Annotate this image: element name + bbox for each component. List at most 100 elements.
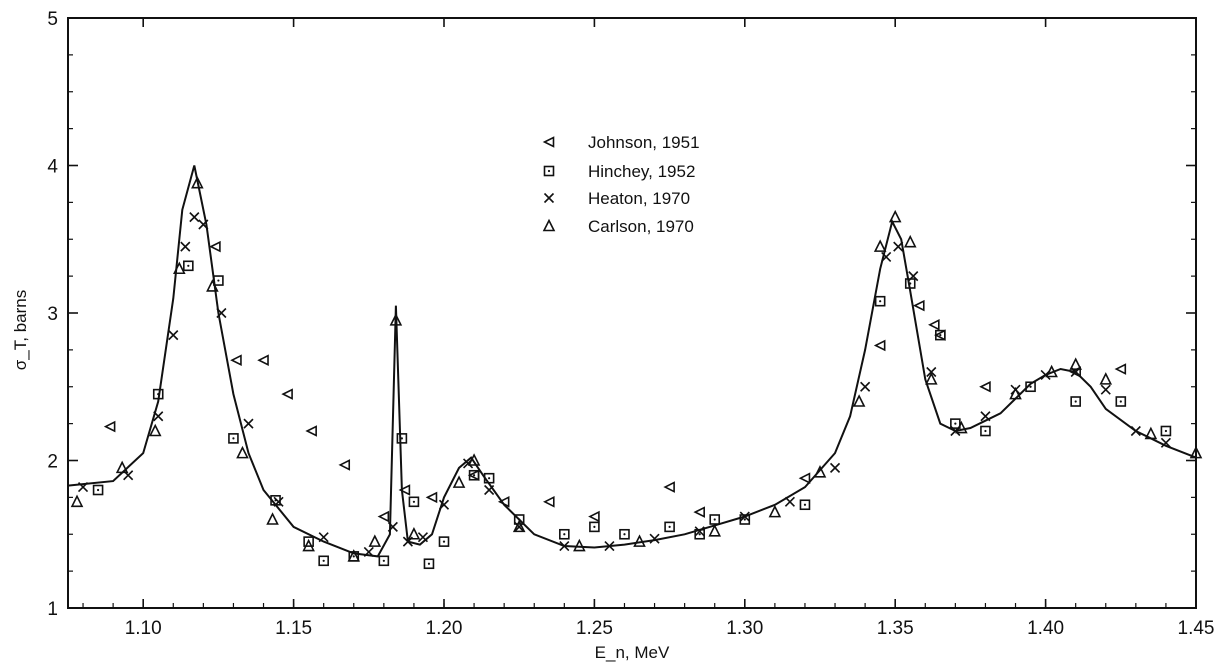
data-point-s1-24 — [799, 499, 811, 511]
data-point-s1-31 — [1070, 396, 1081, 407]
data-point-s0-11 — [497, 496, 510, 508]
data-point-s2-22 — [694, 526, 705, 537]
data-point-s3-19 — [768, 504, 782, 518]
data-point-s3-16 — [573, 538, 586, 552]
data-point-s0-12 — [542, 496, 555, 508]
data-point-s1-3 — [213, 275, 224, 286]
legend-label-hinchey: Hinchey, 1952 — [588, 162, 695, 181]
data-point-s2-12 — [387, 521, 398, 532]
data-point-s3-8 — [302, 538, 315, 552]
data-point-s3-28 — [1045, 364, 1058, 378]
data-point-s1-17 — [559, 528, 570, 540]
data-point-s1-12 — [423, 558, 435, 570]
x-tick-label-0: 1.10 — [125, 618, 162, 639]
data-point-s0-2 — [230, 354, 242, 366]
data-point-s1-13 — [438, 536, 450, 547]
x-tick-label-5: 1.35 — [877, 618, 914, 639]
data-point-s2-21 — [649, 533, 660, 544]
data-point-s2-0 — [77, 481, 89, 493]
legend-marker-0 — [542, 136, 555, 148]
data-point-s0-21 — [979, 380, 991, 393]
data-point-s0-4 — [281, 388, 293, 400]
legend: Johnson, 1951 Hinchey, 1952 Heaton, 1970… — [542, 133, 700, 236]
data-point-s3-12 — [407, 526, 421, 540]
data-point-s3-15 — [512, 519, 526, 533]
data-point-s2-9 — [273, 496, 284, 507]
data-point-s2-20 — [604, 540, 615, 552]
data-point-s2-11 — [363, 546, 374, 558]
data-point-s2-7 — [216, 307, 227, 319]
data-point-s3-11 — [389, 313, 403, 326]
data-point-s2-6 — [198, 219, 209, 230]
data-point-s3-14 — [467, 453, 481, 466]
data-point-s1-1 — [152, 388, 164, 400]
legend-label-heaton: Heaton, 1970 — [588, 189, 690, 208]
data-point-s1-25 — [874, 295, 886, 307]
data-point-s1-19 — [619, 528, 630, 540]
data-point-s3-4 — [191, 175, 204, 189]
data-point-s2-19 — [559, 540, 570, 552]
data-point-s2-5 — [189, 212, 200, 223]
data-point-s1-30 — [1025, 381, 1036, 393]
data-point-s1-20 — [664, 521, 675, 533]
y-tick-label-0: 1 — [47, 599, 58, 620]
data-point-s3-20 — [813, 465, 827, 478]
legend-marker-1 — [543, 165, 555, 177]
data-point-s3-21 — [852, 394, 866, 407]
legend-label-carlson: Carlson, 1970 — [588, 217, 694, 236]
data-point-s2-32 — [980, 411, 991, 422]
x-axis-title: E_n, MeV — [595, 643, 670, 662]
data-point-s0-3 — [257, 354, 269, 366]
data-point-s0-7 — [377, 510, 390, 523]
data-point-s0-13 — [588, 510, 600, 523]
data-point-s2-26 — [860, 381, 871, 392]
data-point-s2-8 — [243, 418, 254, 429]
data-point-s3-17 — [633, 534, 646, 547]
data-point-s2-25 — [829, 462, 841, 473]
data-point-s0-8 — [398, 484, 411, 496]
y-tick-label-3: 4 — [47, 157, 58, 178]
x-tick-label-2: 1.20 — [426, 618, 463, 639]
data-point-s0-0 — [103, 420, 116, 433]
data-point-s2-15 — [438, 499, 450, 510]
legend-label-johnson: Johnson, 1951 — [588, 133, 700, 152]
data-point-s1-16 — [513, 514, 525, 525]
data-point-s3-10 — [368, 534, 382, 547]
data-point-s1-2 — [183, 260, 194, 272]
x-tick-label-3: 1.25 — [576, 618, 613, 639]
data-point-s1-21 — [694, 528, 705, 540]
data-point-s3-7 — [266, 512, 279, 525]
y-tick-label-2: 3 — [47, 304, 58, 325]
data-point-s0-16 — [798, 472, 811, 484]
data-point-s3-24 — [903, 234, 917, 248]
data-point-s3-3 — [173, 261, 186, 275]
data-point-s3-2 — [148, 423, 162, 437]
data-point-s0-15 — [693, 506, 705, 518]
data-point-s1-33 — [1160, 425, 1172, 437]
x-tick-label-4: 1.30 — [726, 618, 763, 639]
data-point-s1-28 — [950, 418, 961, 429]
data-point-s2-37 — [1130, 425, 1141, 437]
data-point-s1-9 — [378, 555, 390, 567]
data-point-s3-32 — [1189, 445, 1203, 459]
legend-marker-3 — [542, 218, 556, 232]
data-point-s2-36 — [1100, 384, 1111, 395]
data-point-s3-26 — [955, 420, 968, 434]
data-point-s3-0 — [70, 494, 84, 508]
data-point-s2-23 — [739, 511, 750, 522]
data-point-s2-27 — [881, 251, 892, 263]
data-point-s3-5 — [206, 279, 219, 292]
ticks-layer: 1.10 1.15 1.20 1.25 1.30 1.35 1.40 1.45 1 2 3 4 5 — [47, 9, 1214, 639]
data-point-s1-10 — [396, 433, 408, 444]
data-point-s0-9 — [425, 491, 438, 504]
data-point-s1-4 — [228, 433, 239, 444]
data-point-s3-30 — [1099, 372, 1113, 385]
data-point-s3-13 — [452, 475, 466, 488]
data-point-s3-27 — [1009, 386, 1022, 400]
x-tick-label-1: 1.15 — [275, 618, 312, 639]
data-point-s2-24 — [784, 496, 795, 507]
data-point-s0-18 — [912, 299, 925, 312]
data-point-s1-27 — [935, 329, 946, 341]
data-point-s0-1 — [209, 240, 221, 253]
